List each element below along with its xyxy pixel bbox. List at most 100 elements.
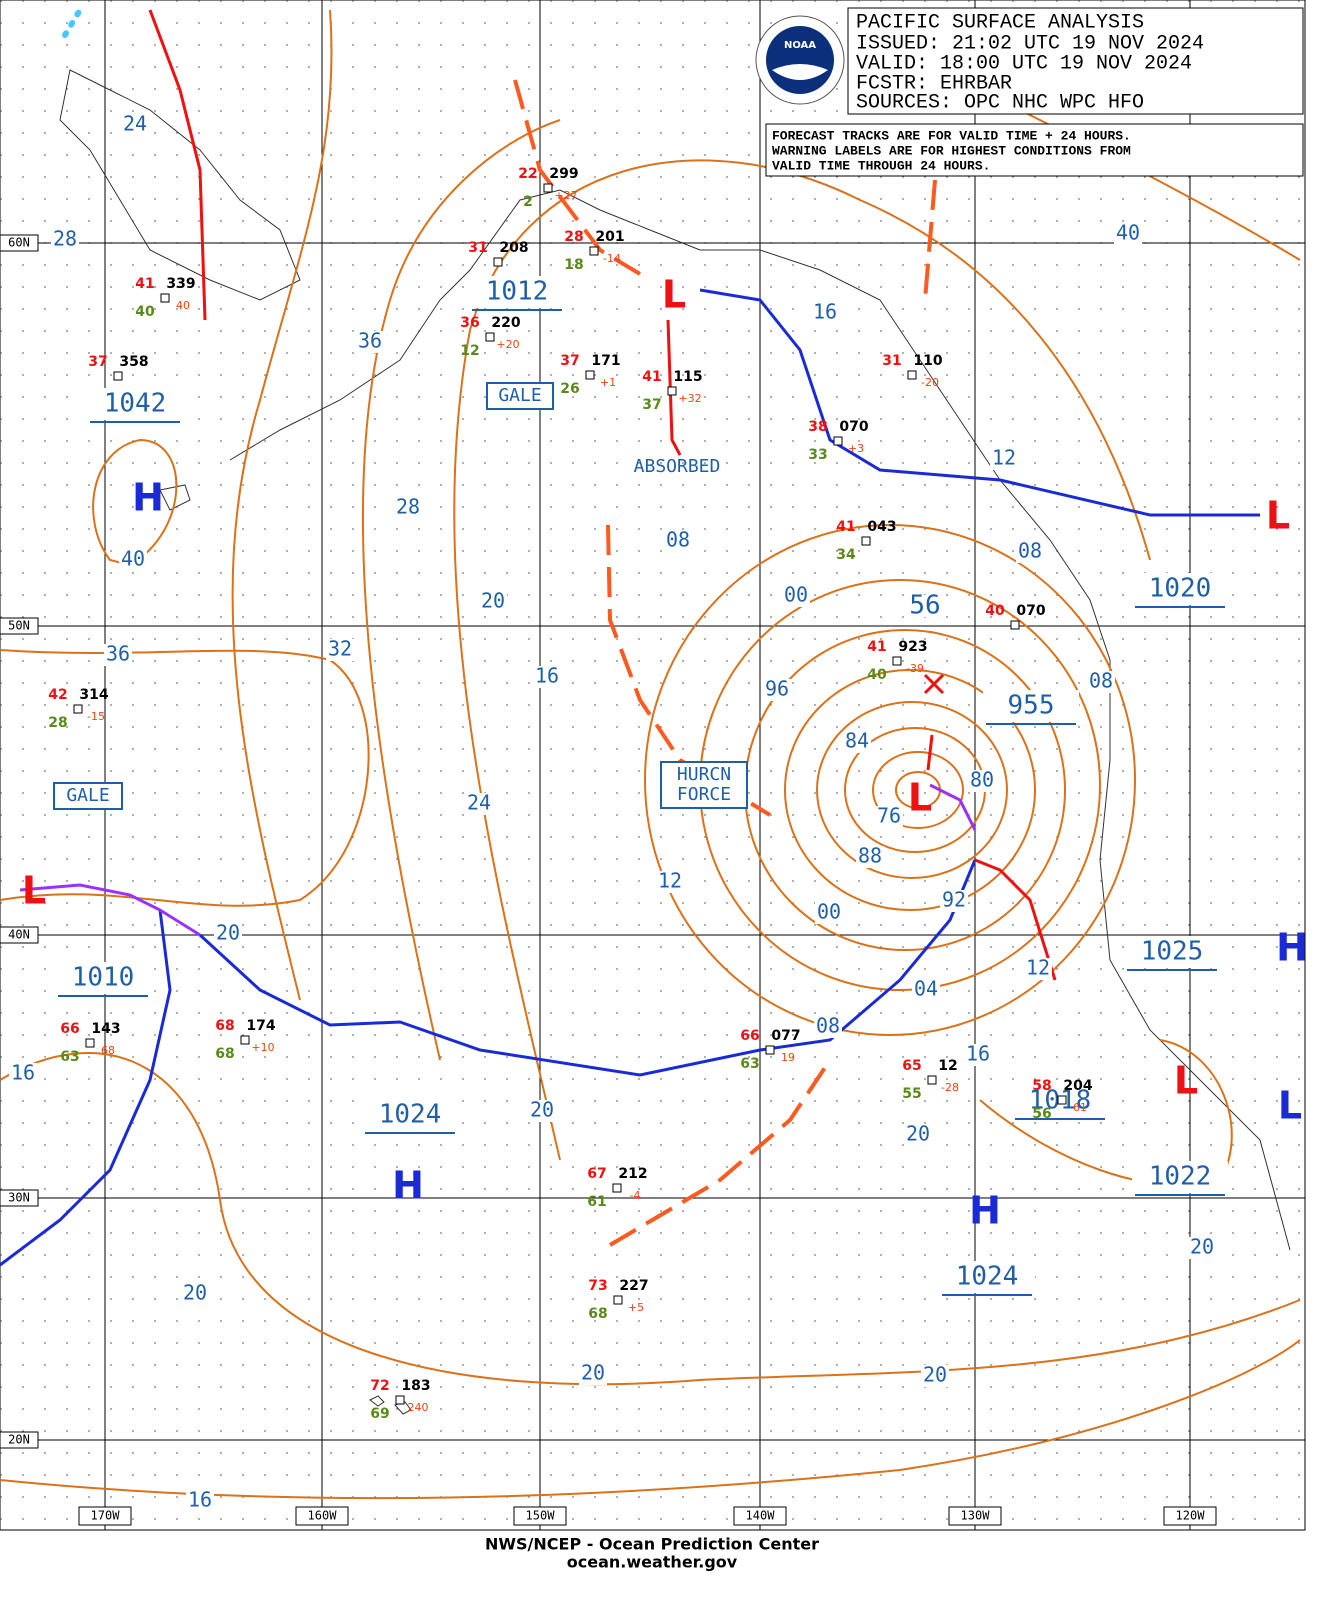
station-temp: 66 — [60, 1021, 79, 1037]
isobar-label-bg — [1114, 223, 1142, 245]
isobar-label-bg — [968, 770, 996, 792]
center-label-bg — [1132, 1161, 1228, 1193]
station-pressure: 220 — [491, 315, 520, 331]
station — [485, 332, 495, 342]
station — [395, 1395, 405, 1405]
station-pressure: 227 — [619, 1278, 648, 1294]
isobar-label-bg — [811, 302, 839, 324]
lat-label-box — [0, 234, 39, 252]
station-pressure: 212 — [618, 1166, 647, 1182]
station — [765, 1045, 775, 1055]
station-pressure: 115 — [673, 369, 702, 385]
isobar-label: 36 — [106, 642, 130, 666]
isobar-label-bg — [990, 448, 1018, 470]
station-pressure: 299 — [549, 166, 578, 182]
station-temp: 38 — [808, 419, 827, 435]
center-label-bg — [362, 1099, 458, 1131]
station-temp: 31 — [468, 240, 487, 256]
station-temp: 41 — [867, 639, 886, 655]
isobar-label: 08 — [666, 528, 690, 552]
isobar-label-bg — [9, 1063, 37, 1085]
center-label-bg — [55, 962, 151, 994]
station-extra: -4 — [630, 1189, 641, 1202]
warning-label: GALE — [498, 385, 541, 406]
lon-label: 140W — [746, 1509, 776, 1523]
station-pressure: 043 — [867, 519, 896, 535]
fronts — [0, 7, 1260, 1267]
station-temp: 37 — [560, 353, 579, 369]
station-dew: 68 — [215, 1046, 234, 1062]
center-pressure: 1042 — [104, 389, 167, 419]
center-symbol: L — [908, 776, 932, 820]
station-temp: 67 — [587, 1166, 606, 1182]
isobar-label: 04 — [914, 977, 938, 1001]
station — [892, 656, 902, 666]
station — [543, 183, 553, 193]
isobar-label: 40 — [1116, 221, 1140, 245]
isobar-label: 20 — [906, 1122, 930, 1146]
isobar-label: 80 — [970, 768, 994, 792]
dot-grid — [0, 0, 1305, 1530]
station-temp: 37 — [88, 354, 107, 370]
station-temp: 65 — [902, 1058, 921, 1074]
lon-label: 160W — [308, 1509, 338, 1523]
station-temp: 41 — [135, 276, 154, 292]
isobar-label-bg — [528, 1100, 556, 1122]
station-pressure: 110 — [913, 353, 942, 369]
isobar-label-bg — [579, 1363, 607, 1385]
center-symbol: H — [1276, 926, 1308, 970]
lat-label: 60N — [8, 236, 30, 250]
station-extra: 240 — [408, 1401, 429, 1414]
isobar-label: 20 — [183, 1281, 207, 1305]
isobar-label: 84 — [845, 729, 869, 753]
station-dew: 61 — [587, 1194, 606, 1210]
station-extra: -39 — [906, 662, 924, 675]
isobar-label: 20 — [530, 1098, 554, 1122]
station-temp: 42 — [48, 687, 67, 703]
station-extra: 40 — [176, 299, 190, 312]
station — [160, 293, 170, 303]
center-symbol: H — [392, 1164, 424, 1208]
station-temp: 31 — [882, 353, 901, 369]
station — [1010, 620, 1020, 630]
isobar-label: 20 — [581, 1361, 605, 1385]
isobar-label: 28 — [396, 495, 420, 519]
center-symbol: L — [1174, 1059, 1198, 1103]
station-dew: 68 — [588, 1306, 607, 1322]
header-line: VALID: 18:00 UTC 19 NOV 2024 — [856, 52, 1192, 75]
isobar-label: 00 — [817, 900, 841, 924]
center-symbol: L — [1278, 1084, 1302, 1128]
isobar-label: 56 — [909, 591, 940, 621]
station-pressure: 208 — [499, 240, 528, 256]
warning-box — [486, 382, 554, 410]
station-dew: 37 — [642, 397, 661, 413]
isobar-label: 12 — [992, 446, 1016, 470]
labels: 60N 50N 40N 30N 20N 170W 160W 150W 140W 130W 120W 2… — [0, 112, 1308, 1526]
isobar-label: 20 — [481, 589, 505, 613]
station-dew: 34 — [836, 547, 856, 563]
isobar-label-bg — [214, 923, 242, 945]
isobar-label-bg — [121, 114, 149, 136]
station-extra: -14 — [603, 252, 621, 265]
lon-label-box — [948, 1506, 1002, 1526]
isobar-label-bg — [181, 1283, 209, 1305]
lon-label-box — [1163, 1506, 1217, 1526]
header-line: FCSTR: EHRBAR — [856, 72, 1012, 95]
station-extra: 61 — [1073, 1101, 1087, 1114]
station — [493, 257, 503, 267]
isobar-label: 16 — [966, 1042, 990, 1066]
station-extra: -20 — [921, 376, 939, 389]
center-symbol: H — [132, 476, 164, 520]
lat-label: 40N — [8, 928, 30, 942]
station-dew: 2 — [523, 194, 533, 210]
isobar-label-bg — [356, 331, 384, 353]
isobar-label: 12 — [658, 869, 682, 893]
isobar-label-bg — [912, 979, 940, 1001]
lon-label-box — [733, 1506, 787, 1526]
station-dew: 33 — [808, 447, 827, 463]
station-dew: 69 — [370, 1406, 389, 1422]
noaa-logo-inner — [766, 26, 834, 94]
warning-box — [660, 761, 748, 809]
center-label-bg — [87, 388, 183, 420]
isobar-label: 08 — [1089, 669, 1113, 693]
